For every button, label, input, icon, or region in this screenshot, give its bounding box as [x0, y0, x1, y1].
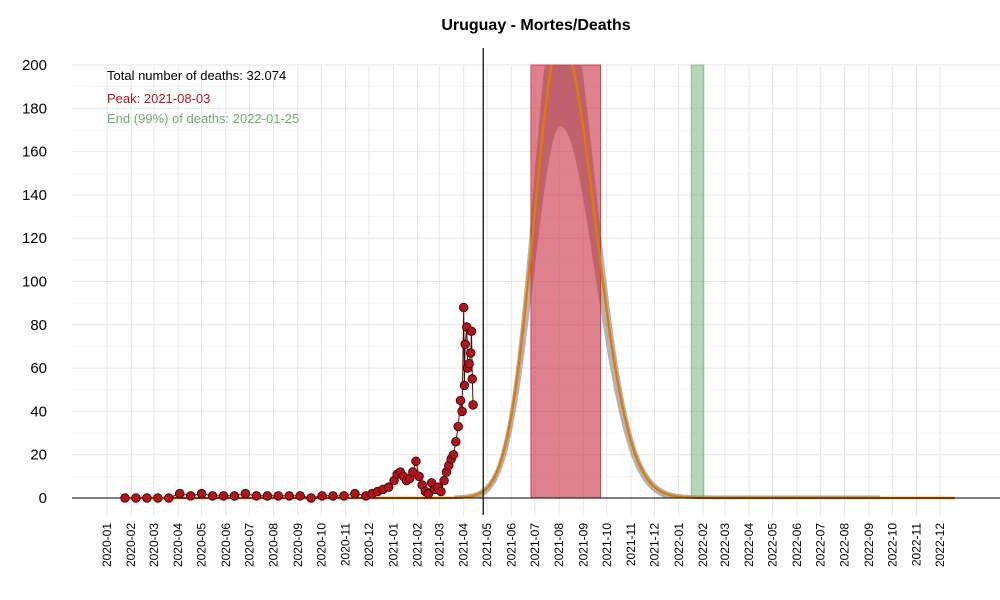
observed-point: [229, 491, 240, 501]
x-tick-label: 2022-12: [933, 523, 947, 567]
x-tick-label: 2022-08: [838, 523, 852, 567]
x-tick-label: 2020-02: [124, 523, 138, 567]
x-tick-label: 2020-12: [362, 523, 376, 567]
observed-point: [455, 395, 466, 406]
observed-point: [218, 491, 229, 501]
observed-point: [453, 421, 463, 432]
x-tick-label: 2022-03: [718, 523, 732, 567]
observed-point: [295, 491, 305, 501]
observed-point: [383, 482, 394, 492]
observed-point: [262, 491, 273, 501]
x-tick-label: 2022-11: [910, 523, 924, 566]
x-tick-label: 2021-08: [552, 523, 566, 567]
chart-title: Uruguay - Mortes/Deaths: [441, 17, 630, 34]
x-tick-label: 2020-10: [314, 523, 328, 567]
annotations: Total number of deaths: 32.074 Peak: 202…: [107, 68, 299, 126]
observed-point: [350, 488, 360, 499]
observed-point: [439, 475, 449, 486]
observed-point: [460, 339, 470, 350]
x-tick-labels: 2020-01 2020-02 2020-03 2020-04 2020-05 2020-…: [100, 523, 947, 567]
observed-point: [465, 348, 476, 358]
x-tick-label: 2022-09: [862, 523, 876, 567]
observed-point: [131, 493, 141, 503]
y-tick-label: 60: [30, 360, 47, 377]
x-tick-label: 2020-09: [291, 523, 305, 567]
x-tick-label: 2022-05: [766, 523, 780, 567]
observed-point: [466, 326, 477, 337]
y-tick-label: 160: [22, 144, 47, 161]
observed-point: [458, 302, 469, 313]
x-tick-label: 2020-07: [242, 523, 256, 567]
observed-point: [196, 488, 207, 499]
observed-point: [273, 491, 284, 501]
annotation-total: Total number of deaths: 32.074: [107, 68, 286, 83]
x-tick-label: 2021-01: [386, 523, 400, 567]
observed-point: [436, 486, 446, 497]
x-tick-label: 2020-06: [219, 523, 233, 567]
observed-point: [164, 493, 174, 503]
observed-point: [174, 488, 185, 499]
observed-point: [451, 436, 461, 447]
y-tick-label: 40: [30, 403, 47, 420]
y-tick-label: 80: [30, 317, 47, 334]
x-tick-label: 2020-05: [195, 523, 209, 567]
x-tick-label: 2021-06: [504, 523, 518, 567]
end-band: [690, 64, 705, 499]
x-tick-label: 2022-02: [696, 523, 710, 567]
x-tick-label: 2021-04: [457, 523, 471, 567]
x-tick-label: 2021-12: [648, 523, 662, 567]
observed-point: [467, 374, 478, 384]
y-tick-label: 140: [22, 187, 47, 204]
observed-point: [339, 491, 349, 501]
x-tick-label: 2021-10: [600, 523, 614, 567]
x-tick-label: 2021-11: [624, 523, 638, 566]
observed-point: [459, 380, 470, 391]
observed-point: [120, 493, 130, 503]
y-tick-label: 20: [30, 447, 47, 464]
x-tick-label: 2021-07: [528, 523, 542, 567]
x-tick-label: 2022-04: [742, 523, 756, 567]
observed-point: [306, 493, 316, 503]
observed-point: [207, 491, 218, 501]
observed-point: [328, 491, 338, 501]
observed-point: [251, 491, 262, 501]
observed-point: [468, 400, 478, 410]
x-tick-label: 2022-07: [813, 523, 827, 567]
annotation-end: End (99%) of deaths: 2022-01-25: [107, 111, 299, 126]
observed-point: [317, 491, 327, 501]
x-tick-label: 2021-09: [576, 523, 590, 567]
y-tick-label: 100: [22, 274, 47, 291]
x-tick-label: 2021-03: [432, 523, 446, 567]
observed-point: [457, 406, 467, 417]
x-tick-label: 2022-01: [672, 523, 686, 567]
x-tick-label: 2020-03: [147, 523, 161, 567]
y-tick-label: 200: [22, 57, 47, 74]
observed-point: [240, 488, 251, 499]
annotation-peak: Peak: 2021-08-03: [107, 91, 210, 106]
observed-point: [185, 491, 196, 501]
x-tick-label: 2020-08: [267, 523, 281, 567]
x-tick-label: 2020-04: [171, 523, 185, 567]
x-tick-label: 2022-10: [885, 523, 899, 567]
peak-band: [530, 64, 602, 499]
x-tick-label: 2021-05: [480, 523, 494, 567]
observed-point: [153, 493, 163, 503]
x-tick-label: 2022-06: [790, 523, 804, 567]
y-tick-label: 0: [39, 490, 47, 507]
observed-point: [411, 456, 421, 466]
y-tick-label: 120: [22, 230, 47, 247]
observed-point: [448, 449, 459, 460]
observed-point: [414, 471, 424, 482]
x-tick-label: 2020-01: [100, 523, 114, 567]
y-tick-labels: 0 20 40 60 80 100 120 140 160 180 200: [22, 57, 47, 507]
observed-point: [464, 359, 474, 369]
x-tick-label: 2021-02: [411, 523, 425, 567]
observed-points: [120, 302, 478, 503]
observed-point: [284, 491, 294, 501]
y-tick-label: 180: [22, 100, 47, 117]
x-tick-label: 2020-11: [339, 523, 353, 566]
observed-point: [142, 493, 152, 503]
